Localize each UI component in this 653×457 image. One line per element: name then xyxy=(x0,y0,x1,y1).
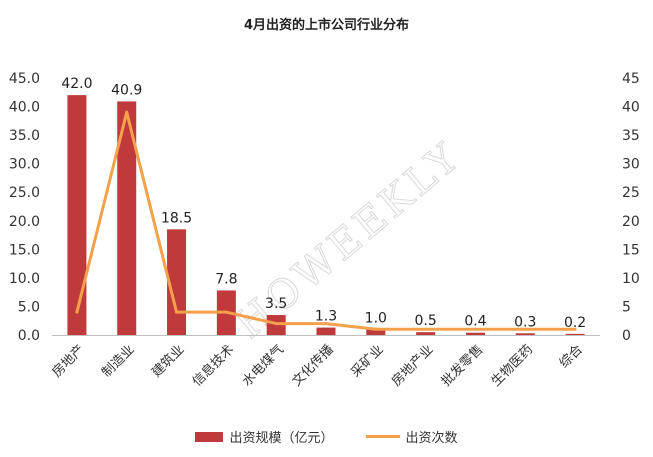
legend-item-bar: 出资规模（亿元） xyxy=(195,427,334,446)
line-point-8 xyxy=(424,327,428,331)
x-tick-label: 房地产业 xyxy=(388,342,436,390)
bar-9 xyxy=(465,332,485,335)
x-tick-label: 综合 xyxy=(557,342,586,371)
bar-data-label: 40.9 xyxy=(111,82,142,98)
bar-6 xyxy=(316,327,336,335)
x-tick-label: 文化传播 xyxy=(289,342,336,389)
line-point-11 xyxy=(573,327,577,331)
legend-label-bar: 出资规模（亿元） xyxy=(229,431,334,446)
line-series xyxy=(75,110,577,331)
x-tick-label: 采矿业 xyxy=(348,342,386,380)
bar-data-label: 0.5 xyxy=(415,313,437,329)
line-point-7 xyxy=(374,327,378,331)
y-left-tick-label: 25.0 xyxy=(9,185,40,201)
x-tick-label: 批发零售 xyxy=(438,342,486,390)
x-tick-label: 建筑业 xyxy=(148,342,187,381)
y-left-tick-label: 10.0 xyxy=(9,271,40,287)
bar-data-label: 1.3 xyxy=(315,309,337,325)
y-right-tick-label: 20 xyxy=(622,214,640,230)
legend-item-line: 出资次数 xyxy=(365,427,458,446)
y-right-tick-label: 15 xyxy=(622,242,640,258)
line-point-9 xyxy=(473,327,477,331)
line-point-4 xyxy=(224,310,228,314)
line-point-10 xyxy=(523,327,527,331)
bar-1 xyxy=(67,95,87,335)
bar-8 xyxy=(416,332,436,335)
bar-data-label: 18.5 xyxy=(161,210,192,226)
bar-data-label: 0.3 xyxy=(514,314,536,330)
y-left-tick-label: 45.0 xyxy=(9,71,40,87)
chart-legend: 出资规模（亿元） 出资次数 xyxy=(0,427,653,446)
line-point-5 xyxy=(274,322,278,326)
y-right-tick-label: 35 xyxy=(622,128,640,144)
legend-swatch-bar xyxy=(195,431,224,442)
y-left-tick-label: 30.0 xyxy=(9,157,40,173)
legend-label-line: 出资次数 xyxy=(405,431,458,446)
y-left-tick-label: 20.0 xyxy=(9,214,40,230)
bar-data-label: 0.2 xyxy=(564,315,586,331)
x-tick-label: 信息技术 xyxy=(189,342,237,390)
chart-title: 4月出资的上市公司行业分布 xyxy=(243,18,410,33)
y-left-tick-label: 0.0 xyxy=(18,328,40,344)
y-right-tick-label: 45 xyxy=(622,71,640,87)
bar-data-label: 3.5 xyxy=(265,296,287,312)
line-point-3 xyxy=(175,310,179,314)
y-right-tick-label: 10 xyxy=(622,271,640,287)
x-tick-label: 制造业 xyxy=(99,342,137,380)
bar-3 xyxy=(167,229,187,335)
line-point-2 xyxy=(125,110,129,114)
line-point-6 xyxy=(324,322,328,326)
bar-data-label: 7.8 xyxy=(215,271,237,287)
y-left-tick-label: 5.0 xyxy=(18,299,40,315)
y-right-tick-label: 25 xyxy=(622,185,640,201)
y-right-tick-label: 5 xyxy=(622,299,631,315)
y-right-tick-label: 30 xyxy=(622,157,640,173)
x-tick-label: 水电煤气 xyxy=(239,342,287,390)
bar-11 xyxy=(565,333,585,335)
y-left-tick-label: 35.0 xyxy=(9,128,40,144)
bar-10 xyxy=(515,333,535,335)
line-point-1 xyxy=(75,310,79,314)
x-tick-label: 生物医药 xyxy=(489,342,536,389)
y-left-tick-label: 15.0 xyxy=(9,242,40,258)
bar-data-label: 0.4 xyxy=(464,314,486,330)
y-right-tick-label: 0 xyxy=(622,328,631,344)
y-left-tick-label: 40.0 xyxy=(9,100,40,116)
bar-7 xyxy=(366,329,386,335)
bar-data-label: 42.0 xyxy=(61,76,92,92)
x-tick-label: 房地产 xyxy=(49,342,88,381)
bar-2 xyxy=(117,101,137,335)
y-right-tick-label: 40 xyxy=(622,100,640,116)
bar-data-label: 1.0 xyxy=(365,310,387,326)
legend-swatch-line xyxy=(365,435,400,438)
